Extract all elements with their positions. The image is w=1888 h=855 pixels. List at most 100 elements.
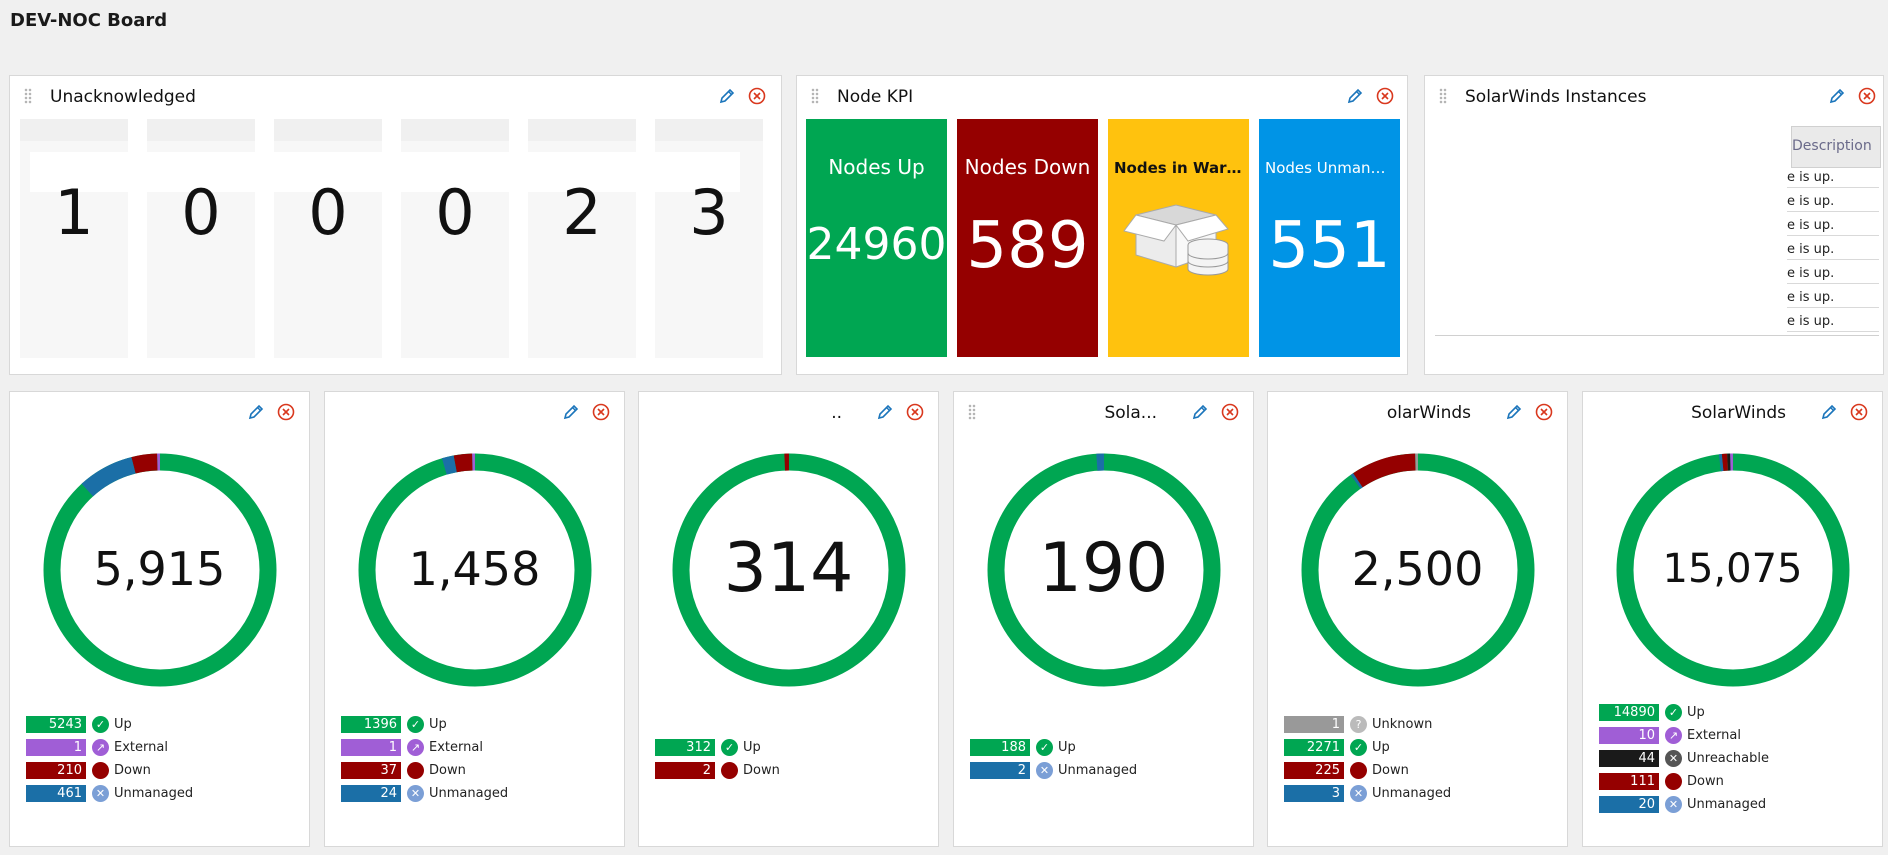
legend-count: 24 (341, 785, 401, 802)
table-row[interactable]: e is up. (1787, 312, 1879, 332)
drag-handle-icon[interactable] (968, 404, 976, 420)
unacknowledged-count[interactable]: 0 (435, 176, 475, 249)
donut-segment-up[interactable] (1616, 453, 1850, 687)
edit-icon[interactable] (561, 402, 581, 422)
table-row[interactable]: e is up. (1787, 192, 1879, 212)
donut-segment-unmanaged[interactable] (32, 442, 288, 698)
legend-label: Unmanaged (114, 786, 194, 801)
close-icon[interactable] (1534, 402, 1554, 422)
external-status-icon: ↗ (407, 739, 424, 756)
close-icon[interactable] (591, 402, 611, 422)
description-column-header[interactable]: Description (1791, 126, 1881, 168)
unacknowledged-count[interactable]: 0 (308, 176, 348, 249)
table-row[interactable]: e is up. (1787, 216, 1879, 236)
close-icon[interactable] (276, 402, 296, 422)
widget-header: .. (639, 392, 938, 434)
status-donut-chart[interactable] (1290, 442, 1546, 698)
kpi-value: 24960 (806, 219, 947, 270)
legend-label: Up (1372, 740, 1390, 755)
close-icon[interactable] (1375, 86, 1395, 106)
node-kpi-widget: Node KPI Nodes Up 24960 Nodes Down 589 N… (796, 75, 1408, 375)
down-status-icon (407, 762, 424, 779)
legend-count: 14890 (1599, 704, 1659, 721)
donut-segment-up[interactable] (43, 453, 277, 687)
close-icon[interactable] (905, 402, 925, 422)
unmanaged-status-icon: ✕ (1350, 785, 1367, 802)
column-header-bar (655, 119, 763, 141)
kpi-tile-nodes-up[interactable]: Nodes Up 24960 (806, 119, 947, 357)
drag-handle-icon[interactable] (24, 88, 32, 104)
donut-segment-unmanaged[interactable] (1290, 442, 1546, 698)
kpi-tile-nodes-unmanaged[interactable]: Nodes Unmana... 551 (1259, 119, 1400, 357)
close-icon[interactable] (1857, 86, 1877, 106)
kpi-label: Nodes Unmana... (1265, 159, 1395, 177)
unacknowledged-count[interactable]: 0 (181, 176, 221, 249)
donut-segment-up[interactable] (987, 453, 1221, 687)
kpi-value: 551 (1268, 209, 1391, 283)
close-icon[interactable] (1220, 402, 1240, 422)
widget-header: SolarWinds Instances (1425, 76, 1883, 118)
widget-header (325, 392, 624, 434)
widget-header: Unacknowledged (10, 76, 781, 118)
down-status-icon (1350, 762, 1367, 779)
down-status-icon (1665, 773, 1682, 790)
table-row[interactable]: e is up. (1787, 288, 1879, 308)
box-database-icon (1118, 187, 1238, 281)
donut-total: 190 (1038, 529, 1169, 609)
status-donut-chart[interactable] (976, 442, 1232, 698)
widget-header: olarWinds (1268, 392, 1567, 434)
status-donut-chart[interactable] (1605, 442, 1861, 698)
node-status-donut-widget: SolarWinds 15,075 14890 ✓ Up 10 ↗ External 44 ✕ Un… (1582, 391, 1883, 847)
legend-count: 1 (341, 739, 401, 756)
legend-count: 225 (1284, 762, 1344, 779)
solarwinds-instances-widget: SolarWinds Instances Description e is up… (1424, 75, 1884, 375)
drag-handle-icon[interactable] (1439, 88, 1447, 104)
drag-handle-icon[interactable] (811, 88, 819, 104)
edit-icon[interactable] (1827, 86, 1847, 106)
donut-segment-up[interactable] (672, 453, 906, 687)
unacknowledged-count[interactable]: 1 (54, 176, 94, 249)
donut-total: 15,075 (1662, 546, 1803, 592)
legend-label: External (114, 740, 168, 755)
unacknowledged-count[interactable]: 2 (562, 176, 602, 249)
close-icon[interactable] (1849, 402, 1869, 422)
widget-header (10, 392, 309, 434)
legend-count: 3 (1284, 785, 1344, 802)
kpi-tile-nodes-warning[interactable]: Nodes in Warning (1108, 119, 1249, 357)
edit-icon[interactable] (1504, 402, 1524, 422)
widget-title: SolarWinds Instances (1465, 87, 1647, 107)
donut-segment-unmanaged[interactable] (347, 442, 603, 698)
donut-segment-up[interactable] (358, 453, 592, 687)
donut-segment-up[interactable] (1301, 453, 1535, 687)
unacknowledged-widget: Unacknowledged 1 0 0 0 2 3 (9, 75, 782, 375)
kpi-value: 589 (966, 209, 1089, 283)
node-status-donut-widget: .. 314 312 ✓ Up 2 Down (638, 391, 939, 847)
kpi-label: Nodes Down (964, 155, 1091, 179)
status-donut-chart[interactable] (347, 442, 603, 698)
status-donut-chart[interactable] (661, 442, 917, 698)
status-donut-chart[interactable] (32, 442, 288, 698)
table-row[interactable]: e is up. (1787, 240, 1879, 260)
edit-icon[interactable] (1190, 402, 1210, 422)
edit-icon[interactable] (717, 86, 737, 106)
legend-label: Unmanaged (429, 786, 509, 801)
table-row[interactable]: e is up. (1787, 168, 1879, 188)
legend-label: Unreachable (1687, 751, 1769, 766)
donut-total: 1,458 (408, 542, 541, 597)
table-row[interactable]: e is up. (1787, 264, 1879, 284)
donut-segment-external[interactable] (43, 453, 277, 687)
legend-count: 312 (655, 739, 715, 756)
column-header-bar (401, 119, 509, 141)
unacknowledged-count[interactable]: 3 (689, 176, 729, 249)
edit-icon[interactable] (246, 402, 266, 422)
close-icon[interactable] (747, 86, 767, 106)
edit-icon[interactable] (875, 402, 895, 422)
kpi-tile-nodes-down[interactable]: Nodes Down 589 (957, 119, 1098, 357)
legend-count: 210 (26, 762, 86, 779)
edit-icon[interactable] (1819, 402, 1839, 422)
legend-label: Unmanaged (1687, 797, 1767, 812)
donut-segment-external[interactable] (358, 453, 592, 687)
column-header-bar (20, 119, 128, 141)
legend-label: Unmanaged (1058, 763, 1138, 778)
edit-icon[interactable] (1345, 86, 1365, 106)
